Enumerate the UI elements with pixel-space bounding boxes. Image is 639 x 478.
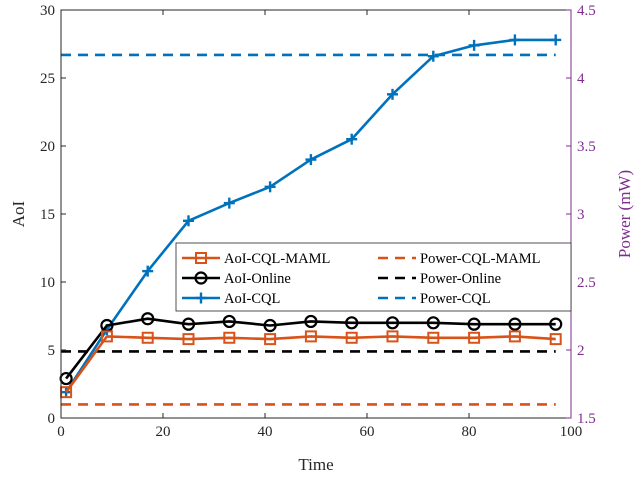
point-aoi-online-8	[385, 316, 400, 330]
point-aoi-online-6	[304, 314, 318, 329]
x-tick-label: 20	[156, 424, 171, 440]
legend-swatch-marker	[194, 271, 208, 285]
x-tick-label: 60	[360, 424, 375, 440]
legend-item-power-cql: Power-CQL	[378, 291, 491, 307]
y-left-tick-label: 10	[40, 275, 55, 291]
legend-swatch-marker	[195, 292, 207, 304]
ticks-layer: 0 20 40 60 80 100 0 5 10 15 20 25 30 1.5 2 2.5 3 3.5 4 4.5	[40, 3, 596, 440]
y-left-tick-label: 5	[48, 343, 56, 359]
point-aoi-online-9	[426, 316, 440, 330]
y-right-tick-label: 1.5	[577, 411, 596, 427]
point-aoi-cql-9	[427, 50, 439, 62]
point-aoi-online-5	[263, 318, 277, 333]
line-aoi-cql-maml	[65, 335, 556, 393]
point-aoi-cql-maml-6	[304, 330, 317, 343]
point-aoi-cql-10	[468, 39, 480, 51]
point-aoi-cql-12	[550, 34, 562, 46]
legend-label: AoI-CQL-MAML	[224, 251, 330, 267]
point-aoi-cql-maml-11	[508, 330, 521, 343]
point-aoi-cql-maml-8	[386, 330, 399, 343]
y-right-tick-label: 4	[577, 71, 585, 87]
point-aoi-online-11	[508, 317, 522, 331]
point-aoi-cql-maml-1	[100, 330, 113, 343]
point-aoi-cql-maml-5	[264, 333, 277, 346]
x-tick-label: 40	[258, 424, 273, 440]
x-tick-label: 80	[462, 424, 477, 440]
y-right-tick-label: 3	[577, 207, 585, 223]
plot-area-frame	[60, 9, 572, 419]
point-aoi-cql-maml-3	[182, 333, 195, 346]
y-left-tick-label: 30	[40, 3, 55, 19]
series-aoi-cql-maml	[60, 330, 562, 399]
y-right-tick-label: 3.5	[577, 139, 596, 155]
y-left-tick-label: 20	[40, 139, 55, 155]
point-aoi-online-4	[222, 314, 236, 329]
point-aoi-cql-4	[223, 197, 235, 209]
x-tick-label: 100	[560, 424, 583, 440]
x-tick-label: 0	[57, 424, 65, 440]
point-aoi-cql-maml-9	[427, 331, 440, 344]
legend-swatch-marker	[195, 252, 207, 264]
y-axis-right-title: Power (mW)	[615, 170, 634, 258]
legend-label: Power-CQL	[420, 291, 491, 307]
line-aoi-cql	[65, 38, 556, 393]
legend-label: AoI-Online	[224, 271, 291, 287]
point-aoi-cql-maml-7	[345, 331, 358, 344]
legend-item-aoi-cql: AoI-CQL	[182, 291, 280, 307]
point-aoi-cql-6	[305, 154, 317, 166]
point-aoi-online-7	[345, 316, 359, 330]
y-right-tick-label: 2	[577, 343, 585, 359]
point-aoi-cql-8	[387, 88, 398, 100]
point-aoi-cql-5	[264, 181, 276, 193]
series-layer	[59, 34, 563, 406]
point-aoi-cql-11	[509, 34, 521, 46]
legend-item-power-cql-maml: Power-CQL-MAML	[378, 251, 541, 267]
y-left-tick-label: 15	[40, 207, 55, 223]
point-aoi-online-10	[467, 317, 481, 331]
point-aoi-cql-maml-12	[549, 333, 562, 346]
point-aoi-online-2	[141, 312, 155, 326]
legend-box	[175, 242, 572, 312]
legend: AoI-CQL-MAML Power-CQL-MAML AoI-Online Powe…	[175, 242, 572, 312]
y-axis-left-title: AoI	[9, 200, 28, 227]
legend-label: Power-CQL-MAML	[420, 251, 541, 267]
x-axis-title: Time	[298, 455, 333, 474]
legend-label: Power-Online	[420, 271, 501, 287]
y-left-tick-label: 25	[40, 71, 55, 87]
point-aoi-online-12	[549, 317, 563, 331]
point-aoi-cql-2	[142, 265, 154, 277]
point-aoi-online-3	[181, 317, 196, 331]
y-right-tick-label: 2.5	[577, 275, 596, 291]
point-aoi-cql-3	[183, 215, 194, 227]
point-aoi-cql-maml-4	[223, 331, 236, 344]
series-aoi-cql	[60, 34, 562, 398]
point-aoi-cql-7	[346, 133, 358, 145]
legend-item-aoi-cql-maml: AoI-CQL-MAML	[182, 251, 330, 267]
legend-label: AoI-CQL	[224, 291, 280, 307]
legend-item-power-online: Power-Online	[378, 271, 501, 287]
point-aoi-cql-maml-10	[468, 331, 481, 344]
point-aoi-cql-maml-2	[141, 331, 154, 344]
series-aoi-online	[59, 312, 563, 386]
y-right-tick-label: 4.5	[577, 3, 596, 19]
legend-item-aoi-online: AoI-Online	[182, 271, 291, 287]
y-left-tick-label: 0	[48, 411, 56, 427]
line-aoi-online	[65, 317, 556, 380]
